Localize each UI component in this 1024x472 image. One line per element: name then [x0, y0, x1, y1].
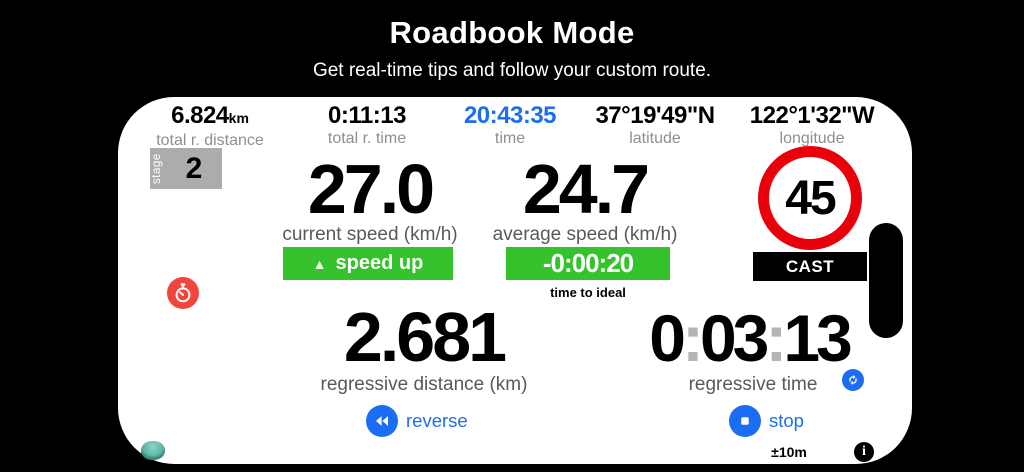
- regressive-time-label: regressive time: [688, 374, 818, 395]
- side-button: [869, 223, 903, 338]
- stage-number: 2: [185, 152, 203, 185]
- roadbook-dashboard: 6.824km total r. distance 0:11:13 total …: [118, 97, 912, 464]
- cast-button[interactable]: CAST: [753, 252, 867, 281]
- total-distance-unit: km: [228, 110, 249, 126]
- clock-label: time: [494, 130, 526, 147]
- stat-latitude: 37°19'49"N latitude: [570, 103, 740, 148]
- time-to-ideal-label: time to ideal: [550, 285, 626, 300]
- latitude-label: latitude: [629, 130, 681, 147]
- stat-longitude: 122°1'32"W longitude: [727, 103, 897, 148]
- stage-label: stage: [151, 153, 163, 184]
- longitude-value: 122°1'32"W: [749, 102, 875, 129]
- average-speed-label: average speed (km/h): [492, 224, 678, 245]
- total-time-label: total r. time: [327, 130, 407, 147]
- total-distance-label: total r. distance: [156, 132, 264, 149]
- stop-button[interactable]: stop: [729, 405, 804, 437]
- regressive-distance-label: regressive distance (km): [320, 374, 528, 395]
- stopwatch-icon: [175, 283, 191, 303]
- speed-limit-sign: 45: [758, 146, 862, 250]
- latitude-value: 37°19'49"N: [595, 102, 715, 129]
- total-distance-number: 6.824: [171, 102, 229, 129]
- stop-label: stop: [769, 410, 804, 431]
- longitude-label: longitude: [779, 130, 845, 147]
- current-speed-value: 27.0: [307, 150, 435, 228]
- stopwatch-button[interactable]: [167, 277, 199, 309]
- speed-up-label: speed up: [335, 252, 424, 274]
- reverse-button[interactable]: reverse: [366, 405, 468, 437]
- up-triangle-icon: ▲: [312, 255, 327, 272]
- speed-limit-value: 45: [785, 171, 836, 225]
- stat-total-distance: 6.824km total r. distance: [125, 103, 295, 150]
- regressive-distance-value: 2.681: [343, 298, 507, 376]
- info-icon: i: [862, 444, 866, 459]
- sync-icon: [849, 375, 857, 385]
- regressive-time-value: 0:03:13: [649, 301, 853, 375]
- info-button[interactable]: i: [854, 442, 874, 462]
- total-time-value: 0:11:13: [328, 102, 406, 129]
- stop-icon: [729, 405, 761, 437]
- current-speed-label: current speed (km/h): [282, 224, 458, 245]
- page-title: Roadbook Mode: [389, 15, 635, 50]
- time-to-ideal-value: -0:00:20: [506, 247, 670, 280]
- stat-total-time: 0:11:13 total r. time: [282, 103, 452, 148]
- sync-button[interactable]: [842, 369, 864, 391]
- page-header: Roadbook Mode Get real-time tips and fol…: [0, 0, 1024, 82]
- reverse-label: reverse: [406, 410, 468, 431]
- stage-indicator: stage 2: [150, 148, 222, 189]
- rewind-icon: [366, 405, 398, 437]
- stat-clock: 20:43:35 time: [425, 103, 595, 148]
- clock-value: 20:43:35: [463, 102, 557, 129]
- page-subtitle: Get real-time tips and follow your custo…: [312, 60, 712, 81]
- gps-accuracy: ±10m: [771, 444, 807, 460]
- speed-up-button[interactable]: ▲ speed up: [283, 247, 453, 280]
- record-dot-button[interactable]: [141, 441, 165, 460]
- average-speed-value: 24.7: [522, 150, 650, 228]
- total-distance-value: 6.824km: [125, 103, 295, 131]
